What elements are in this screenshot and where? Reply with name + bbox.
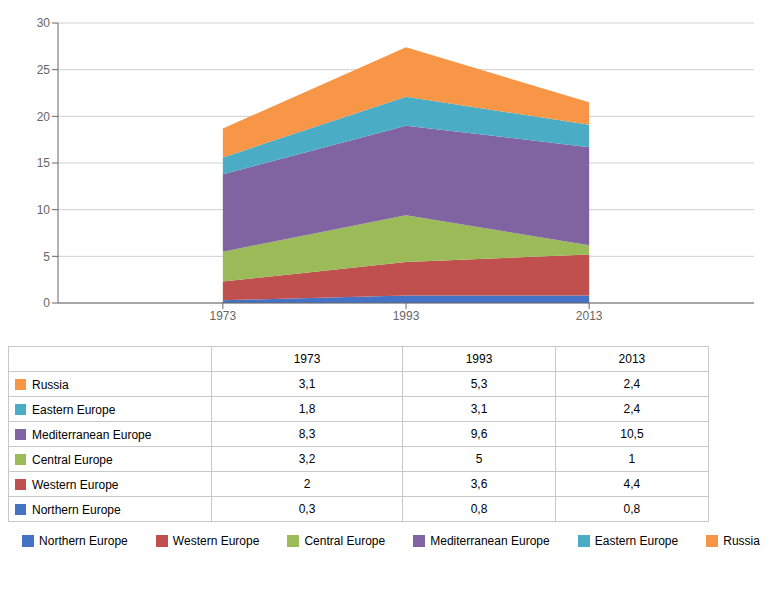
html-text:3,1: 3,1 [298, 377, 316, 391]
html-text:4,4: 4,4 [623, 477, 641, 491]
html-text:3,6: 3,6 [470, 477, 488, 491]
html-text:Central Europe: Central Europe [304, 534, 386, 548]
svg-text:0: 0 [43, 296, 50, 310]
html-text:2,4: 2,4 [623, 402, 641, 416]
svg-text:25: 25 [37, 63, 51, 77]
html-text:Russia: Russia [32, 377, 69, 392]
html-text:8,3: 8,3 [298, 427, 316, 441]
html-text:Eastern Europe: Eastern Europe [594, 534, 679, 548]
html-text:Western Europe: Western Europe [32, 477, 119, 492]
html-text:Northern Europe: Northern Europe [32, 502, 121, 517]
html-text:Mediterranean Europe: Mediterranean Europe [430, 534, 550, 548]
html-text:5,3: 5,3 [470, 377, 488, 391]
svg-text:30: 30 [37, 16, 51, 30]
html-text:Central Europe: Central Europe [32, 452, 113, 467]
html-text:0,3: 0,3 [298, 502, 316, 516]
html-text:0,8: 0,8 [470, 502, 488, 516]
html-text:10,5: 10,5 [620, 427, 644, 441]
html-text:2: 2 [303, 477, 311, 491]
html-text:2,4: 2,4 [623, 377, 641, 391]
svg-text:15: 15 [37, 156, 51, 170]
svg-text:20: 20 [37, 110, 51, 124]
html-text:1993: 1993 [465, 352, 493, 366]
html-text:Eastern Europe: Eastern Europe [32, 402, 116, 417]
svg-text:10: 10 [37, 203, 51, 217]
html-text:Mediterranean Europe: Mediterranean Europe [32, 427, 152, 442]
html-text:3,2: 3,2 [298, 452, 316, 466]
html-text:5: 5 [475, 452, 483, 466]
html-text:2013: 2013 [618, 352, 646, 366]
html-text:Russia: Russia [723, 534, 760, 548]
svg-text:5: 5 [43, 250, 50, 264]
html-text:1,8: 1,8 [298, 402, 316, 416]
html-text:Northern Europe: Northern Europe [39, 534, 128, 548]
svg-text:1973: 1973 [209, 309, 236, 323]
svg-text:2013: 2013 [576, 309, 603, 323]
html-text:9,6: 9,6 [470, 427, 488, 441]
html-text:0,8: 0,8 [623, 502, 641, 516]
html-text:3,1: 3,1 [470, 402, 488, 416]
html-text:1973: 1973 [293, 352, 321, 366]
html-text:1: 1 [628, 452, 636, 466]
html-text:Western Europe: Western Europe [172, 534, 260, 548]
svg-text:1993: 1993 [393, 309, 420, 323]
